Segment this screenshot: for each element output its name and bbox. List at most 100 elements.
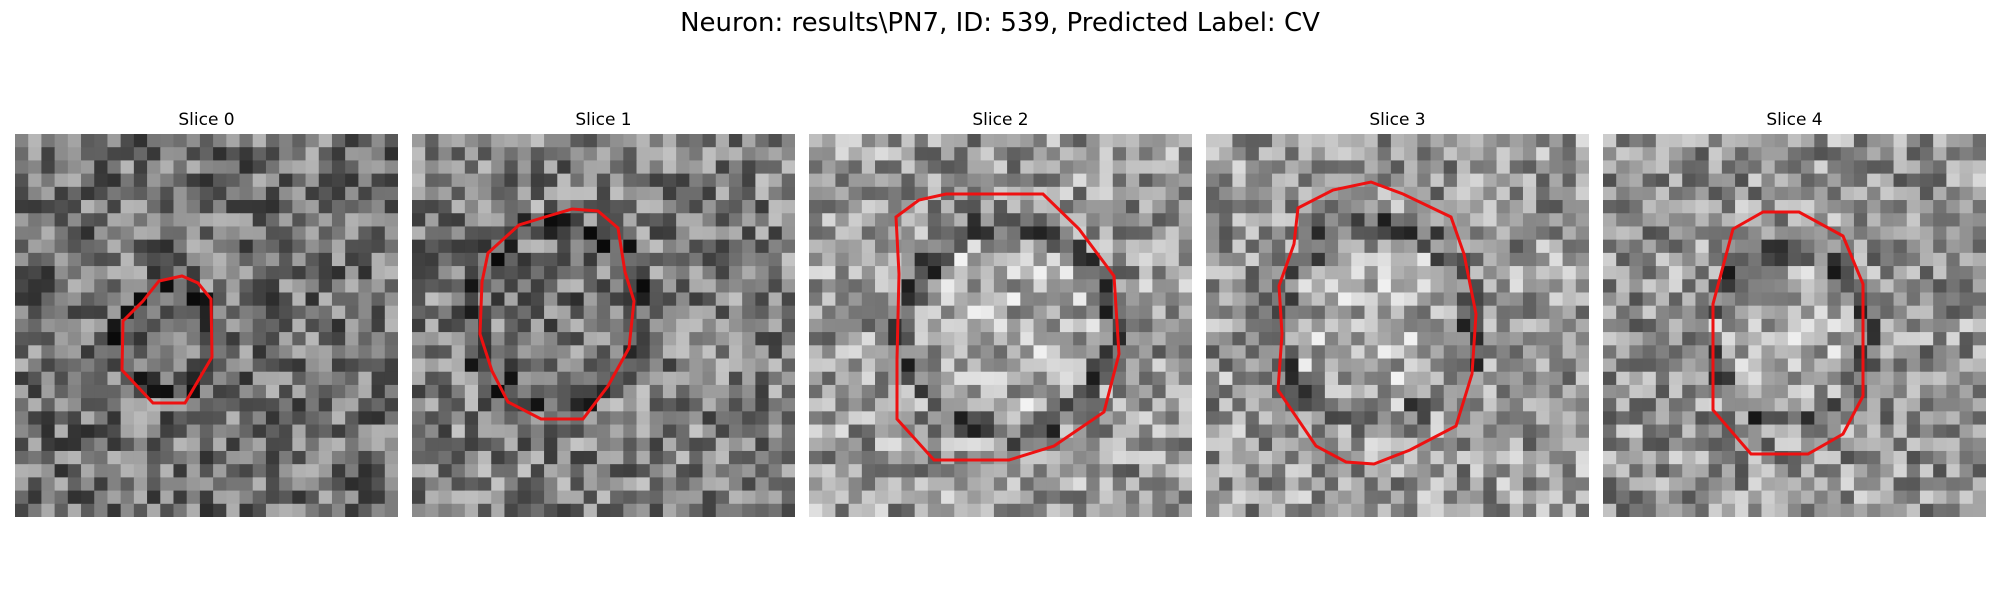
image-pixel bbox=[941, 490, 955, 505]
image-pixel bbox=[1112, 160, 1127, 175]
image-pixel bbox=[345, 200, 359, 214]
image-pixel bbox=[544, 332, 558, 346]
image-pixel bbox=[1867, 371, 1881, 386]
image-pixel bbox=[1046, 318, 1061, 333]
image-pixel bbox=[557, 358, 571, 373]
image-pixel bbox=[239, 252, 254, 267]
image-pixel bbox=[1417, 503, 1432, 517]
image-pixel bbox=[557, 252, 571, 267]
image-pixel bbox=[755, 464, 770, 478]
image-pixel bbox=[1919, 464, 1934, 478]
image-pixel bbox=[1470, 173, 1484, 188]
image-pixel bbox=[1682, 318, 1696, 333]
image-pixel bbox=[1840, 305, 1855, 320]
image-pixel bbox=[967, 411, 982, 426]
image-pixel bbox=[279, 371, 293, 386]
image-pixel bbox=[1086, 160, 1101, 175]
image-pixel bbox=[1470, 134, 1484, 148]
image-pixel bbox=[1735, 147, 1749, 161]
image-pixel bbox=[15, 279, 29, 293]
image-pixel bbox=[265, 345, 280, 360]
image-pixel bbox=[1933, 226, 1947, 241]
image-pixel bbox=[728, 437, 743, 452]
image-pixel bbox=[544, 147, 558, 161]
image-pixel bbox=[265, 398, 280, 412]
image-pixel bbox=[28, 450, 42, 465]
image-pixel bbox=[570, 358, 585, 373]
image-pixel bbox=[1404, 464, 1418, 478]
image-pixel bbox=[822, 173, 836, 188]
image-pixel bbox=[1311, 332, 1326, 346]
image-pixel bbox=[781, 398, 795, 412]
image-pixel bbox=[504, 477, 519, 492]
image-pixel bbox=[848, 450, 863, 465]
image-pixel bbox=[1139, 173, 1153, 188]
image-pixel bbox=[993, 503, 1008, 517]
image-pixel bbox=[1708, 384, 1723, 399]
image-pixel bbox=[1853, 437, 1868, 452]
image-pixel bbox=[1787, 186, 1802, 201]
image-pixel bbox=[1629, 147, 1644, 161]
image-pixel bbox=[1496, 252, 1511, 267]
image-pixel bbox=[41, 186, 56, 201]
image-pixel bbox=[331, 398, 346, 412]
image-pixel bbox=[451, 200, 466, 214]
image-pixel bbox=[517, 464, 532, 478]
image-pixel bbox=[67, 200, 82, 214]
image-pixel bbox=[1404, 279, 1418, 293]
image-pixel bbox=[1880, 358, 1895, 373]
image-pixel bbox=[954, 332, 968, 346]
image-pixel bbox=[636, 200, 651, 214]
image-pixel bbox=[1695, 384, 1710, 399]
image-pixel bbox=[133, 226, 148, 241]
image-pixel bbox=[1509, 358, 1524, 373]
image-pixel bbox=[1470, 437, 1484, 452]
image-pixel bbox=[1351, 424, 1365, 439]
image-pixel bbox=[1417, 266, 1432, 280]
image-pixel bbox=[1099, 490, 1114, 505]
image-pixel bbox=[1655, 147, 1670, 161]
image-pixel bbox=[491, 437, 505, 452]
image-pixel bbox=[649, 358, 664, 373]
image-pixel bbox=[1655, 186, 1670, 201]
image-pixel bbox=[1285, 318, 1299, 333]
image-pixel bbox=[1972, 477, 1986, 492]
image-pixel bbox=[331, 424, 346, 439]
image-pixel bbox=[1748, 186, 1762, 201]
image-pixel bbox=[1311, 226, 1326, 241]
image-pixel bbox=[1603, 371, 1617, 386]
image-pixel bbox=[1536, 332, 1550, 346]
image-pixel bbox=[1033, 345, 1048, 360]
image-pixel bbox=[425, 160, 439, 175]
image-pixel bbox=[1377, 147, 1392, 161]
image-pixel bbox=[1165, 384, 1180, 399]
image-pixel bbox=[980, 424, 995, 439]
image-pixel bbox=[689, 186, 704, 201]
image-pixel bbox=[15, 437, 29, 452]
image-pixel bbox=[1748, 252, 1762, 267]
image-pixel bbox=[41, 226, 56, 241]
image-pixel bbox=[1562, 345, 1577, 360]
image-pixel bbox=[305, 213, 320, 227]
image-pixel bbox=[557, 186, 571, 201]
image-pixel bbox=[265, 464, 280, 478]
image-pixel bbox=[305, 345, 320, 360]
image-pixel bbox=[557, 239, 571, 254]
image-pixel bbox=[1285, 437, 1299, 452]
image-pixel bbox=[1470, 213, 1484, 227]
image-pixel bbox=[265, 134, 280, 148]
image-pixel bbox=[1761, 173, 1776, 188]
image-pixel bbox=[54, 358, 69, 373]
image-pixel bbox=[1893, 490, 1908, 505]
image-pixel bbox=[1430, 305, 1445, 320]
image-pixel bbox=[557, 371, 571, 386]
image-pixel bbox=[1272, 503, 1286, 517]
image-pixel bbox=[1669, 305, 1683, 320]
image-pixel bbox=[954, 345, 968, 360]
image-pixel bbox=[226, 200, 241, 214]
image-pixel bbox=[1178, 464, 1192, 478]
image-pixel bbox=[1258, 358, 1273, 373]
image-pixel bbox=[715, 147, 730, 161]
image-pixel bbox=[28, 160, 42, 175]
image-pixel bbox=[67, 358, 82, 373]
